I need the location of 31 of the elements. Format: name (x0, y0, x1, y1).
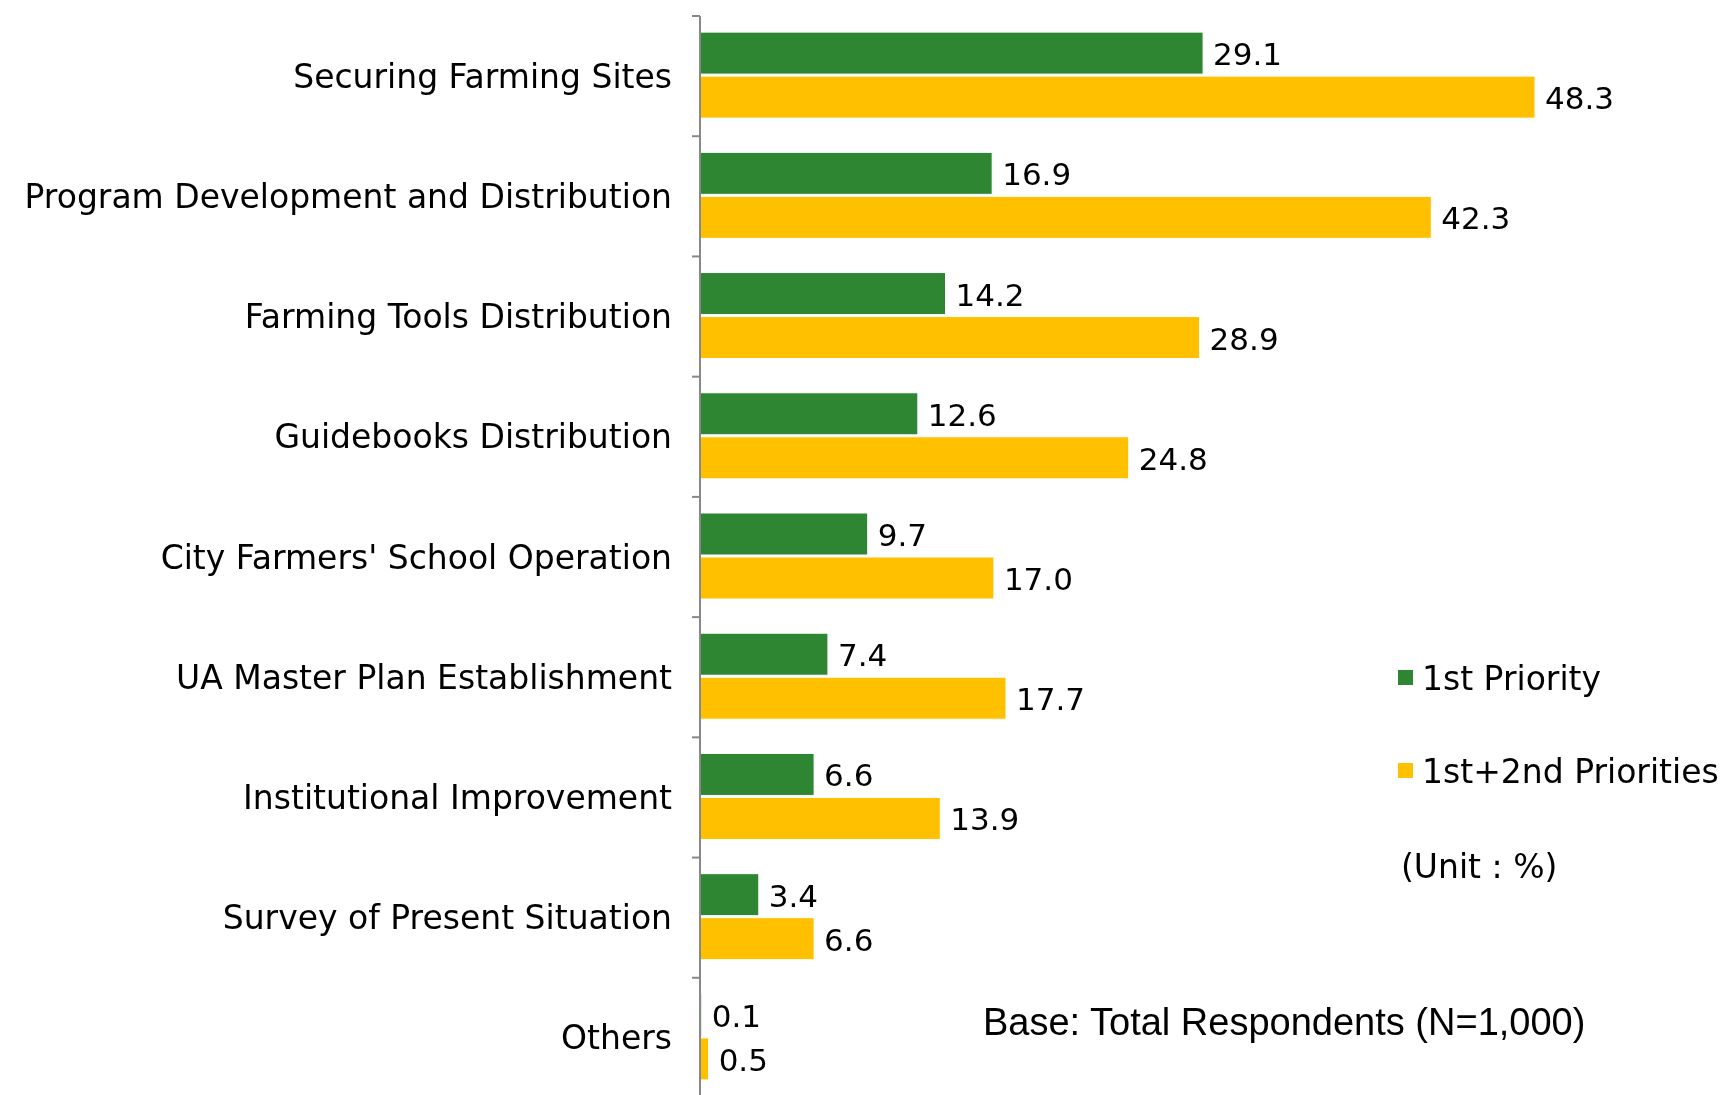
data-label: 0.5 (718, 1041, 768, 1078)
data-label: 42.3 (1441, 200, 1511, 237)
data-label: 0.1 (711, 997, 762, 1034)
data-label: 28.9 (1209, 320, 1279, 357)
y-tick-label: UA Master Plan Establishment (176, 657, 673, 697)
data-label: 16.9 (1002, 156, 1072, 193)
y-tick-label: Survey of Present Situation (222, 898, 672, 938)
annotation: Base: Total Respondents (N=1,000) (983, 1001, 1586, 1043)
y-tick-label: City Farmers' School Operation (160, 537, 672, 577)
data-label: 17.0 (1003, 561, 1073, 597)
data-label: 6.6 (824, 921, 874, 958)
annotation: (Unit : %) (1401, 846, 1558, 886)
data-label: 24.8 (1138, 440, 1208, 477)
y-tick-label: Securing Farming Sites (293, 56, 672, 96)
data-label: 6.6 (824, 757, 874, 794)
data-label: 13.9 (950, 801, 1020, 838)
data-label: 14.2 (955, 276, 1025, 313)
y-tick-label: Institutional Improvement (243, 777, 673, 817)
data-label: 29.1 (1213, 36, 1283, 73)
data-label: 9.7 (877, 517, 927, 553)
data-label: 17.7 (1015, 681, 1086, 718)
data-label: 48.3 (1545, 80, 1615, 117)
y-tick-label: Program Development and Distribution (24, 176, 672, 216)
legend-label: 1st Priority (1422, 658, 1602, 698)
data-label: 12.6 (927, 396, 997, 433)
data-label: 3.4 (768, 877, 819, 914)
y-tick-label: Guidebooks Distribution (274, 417, 672, 457)
y-tick-label: Others (561, 1018, 672, 1058)
data-label: 7.4 (837, 637, 888, 674)
legend-label: 1st+2nd Priorities (1422, 751, 1719, 791)
y-tick-label: Farming Tools Distribution (244, 297, 672, 337)
